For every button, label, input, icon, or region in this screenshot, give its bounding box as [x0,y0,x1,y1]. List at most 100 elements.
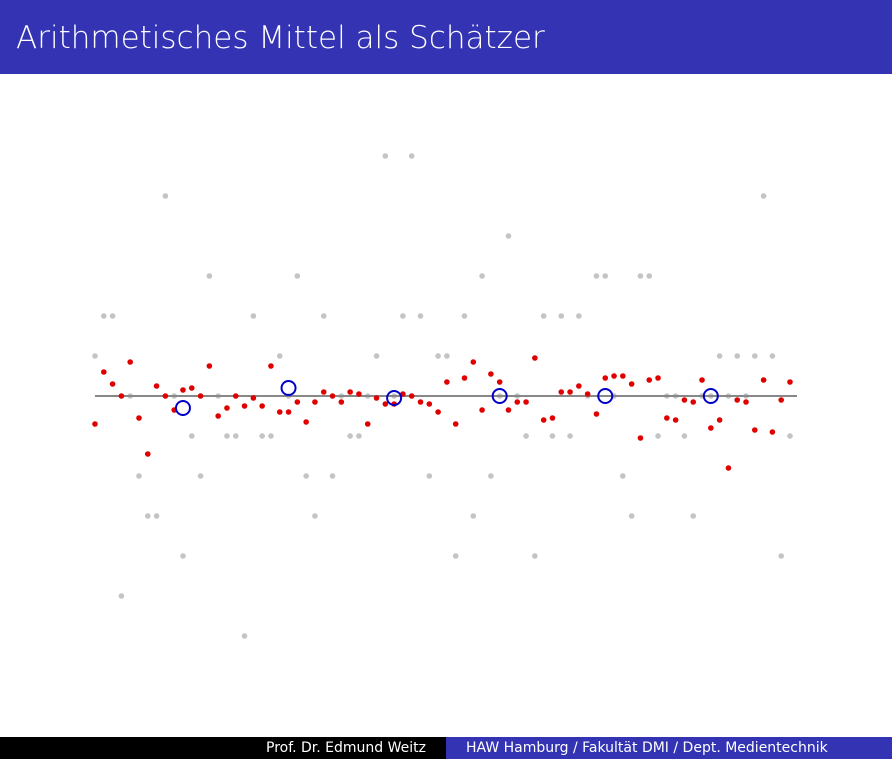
data-point [268,433,274,439]
slide-title: Arithmetisches Mittel als Schätzer [16,20,545,56]
data-point [153,513,160,519]
data-point [725,465,732,471]
data-point [549,433,556,439]
data-point [690,513,697,519]
data-point [699,377,705,383]
data-point [241,633,248,639]
data-point [320,389,327,395]
data-point [136,473,142,479]
data-point [92,421,98,427]
data-point [268,363,274,369]
data-point [188,385,195,391]
data-point [558,313,565,319]
data-point [470,513,477,519]
data-point [479,273,485,279]
data-point [558,389,565,395]
mean-marker [702,388,719,404]
header: Arithmetisches Mittel als Schätzer [0,0,892,74]
data-point [496,379,503,385]
data-point [602,375,609,381]
data-point [760,193,767,199]
data-point [162,393,169,399]
data-point [417,313,424,319]
mean-marker [491,388,508,404]
data-point [567,389,573,395]
data-point [461,313,468,319]
data-point [153,383,160,389]
data-point [276,409,283,415]
data-point [760,377,767,383]
data-point [514,399,521,405]
data-point [294,399,301,405]
data-point [197,473,204,479]
data-point [364,421,371,427]
data-point [382,153,389,159]
data-point [681,397,688,403]
data-point [593,411,600,417]
data-point [303,473,309,479]
data-point [188,433,195,439]
data-point [232,433,239,439]
data-point [408,393,415,399]
data-point [276,353,283,359]
data-point [540,417,547,423]
data-point [435,353,441,359]
data-point [452,421,459,427]
data-point [752,353,758,359]
data-point [285,409,292,415]
data-point [347,433,353,439]
data-point [488,473,494,479]
data-point [584,391,591,397]
mean-marker [597,388,614,404]
data-point [505,233,512,239]
data-point [329,473,336,479]
data-point [628,381,635,387]
data-point [109,381,116,387]
data-point [259,433,265,439]
mean-marker [280,380,297,396]
data-point [250,313,257,319]
data-point [329,393,336,399]
data-point [197,393,204,399]
data-point [523,433,529,439]
data-point [224,433,230,439]
data-point [452,553,459,559]
mean-marker [386,390,403,406]
data-point [312,399,318,405]
data-point [734,353,741,359]
data-point [100,369,107,375]
data-point [373,395,380,401]
data-point [408,153,415,159]
data-point [681,433,688,439]
data-point [109,313,116,319]
data-point [637,273,644,279]
data-point [426,473,433,479]
data-point [206,363,213,369]
data-point [769,353,776,359]
data-point [716,417,723,423]
data-point [532,553,538,559]
data-point [655,375,661,381]
data-point [787,433,793,439]
data-point [232,393,239,399]
data-point [505,407,512,413]
data-point [620,473,626,479]
data-point [593,273,600,279]
data-point [488,371,494,377]
data-point [144,451,151,457]
data-point [461,375,468,381]
data-point [778,553,785,559]
data-point [294,273,301,279]
data-point [743,399,749,405]
data-point [567,433,573,439]
data-point [778,397,785,403]
data-point [136,415,142,421]
data-point [470,359,477,365]
data-point [92,353,98,359]
data-point [523,399,529,405]
data-point [611,373,617,379]
data-point [417,399,424,405]
data-point [100,313,107,319]
data-point [708,425,714,431]
data-point [646,273,653,279]
